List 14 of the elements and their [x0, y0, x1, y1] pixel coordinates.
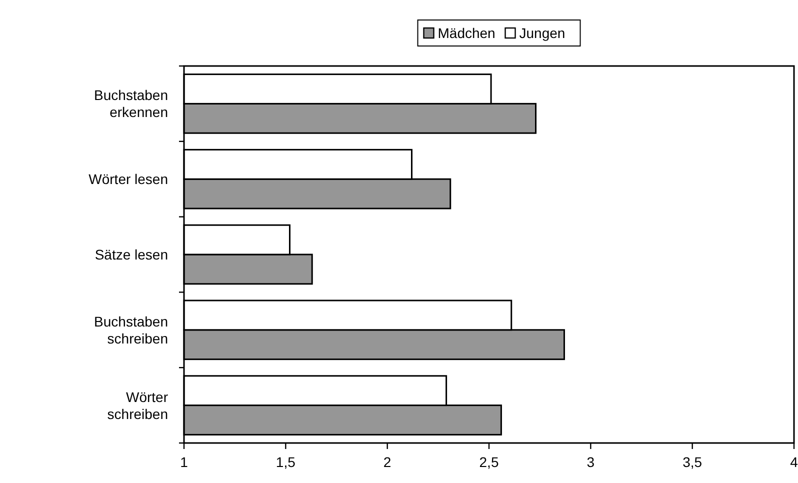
y-tick-label: Buchstaben schreiben	[94, 313, 168, 346]
y-tick-label: Sätze lesen	[94, 246, 168, 262]
x-tick-label: 3,5	[682, 454, 702, 470]
legend-label: Jungen	[519, 25, 566, 41]
x-tick-label: 2	[383, 454, 392, 470]
x-tick-label: 4	[790, 454, 798, 470]
y-tick-label: Buchstaben erkennen	[94, 87, 168, 120]
y-tick-label: Wörter schreiben	[107, 388, 168, 422]
x-tick-label: 1	[180, 454, 188, 470]
x-tick-label: 1,5	[276, 454, 296, 470]
y-tick-label: Wörter lesen	[88, 171, 168, 188]
x-tick-label: 2,5	[479, 454, 499, 470]
legend-label: Mädchen	[438, 25, 496, 41]
x-tick-label: 3	[586, 454, 595, 470]
